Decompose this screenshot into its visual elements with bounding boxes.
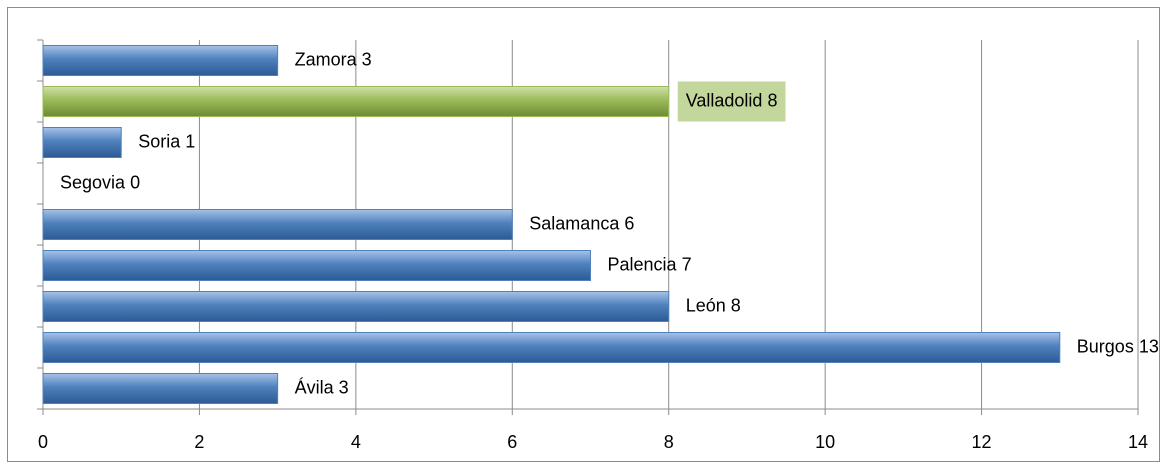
data-label-value: 13 [1139, 336, 1159, 356]
data-label-category: Valladolid [686, 90, 763, 110]
data-label: Zamora 3 [295, 49, 372, 69]
data-label-value: 6 [624, 213, 634, 233]
data-label: Ávila 3 [295, 377, 349, 397]
chart-border [7, 7, 1160, 462]
bar [42, 373, 279, 404]
data-label: Valladolid 8 [686, 90, 778, 110]
data-label-value: 1 [185, 131, 195, 151]
bar [42, 332, 1061, 363]
data-label-category: León [686, 295, 726, 315]
data-label: Soria 1 [138, 131, 195, 151]
data-label: Burgos 13 [1077, 336, 1159, 356]
x-tick-label: 6 [507, 432, 517, 452]
data-label-value: 8 [767, 90, 777, 110]
x-tick-label: 2 [194, 432, 204, 452]
bar [42, 45, 279, 76]
x-tick-label: 8 [664, 432, 674, 452]
x-tick-label: 10 [815, 432, 835, 452]
x-tick-label: 14 [1128, 432, 1148, 452]
data-label-value: 7 [682, 254, 692, 274]
data-label: Salamanca 6 [529, 213, 634, 233]
data-label-category: Ávila [295, 377, 335, 397]
bar [42, 127, 122, 158]
x-tick-label: 0 [38, 432, 48, 452]
data-label-value: 3 [362, 49, 372, 69]
bar [42, 291, 670, 322]
data-label-background [677, 81, 786, 122]
data-label: Segovia 0 [60, 172, 140, 192]
data-label-value: 8 [731, 295, 741, 315]
bar [42, 86, 670, 117]
bar [42, 250, 591, 281]
data-label-category: Palencia [608, 254, 678, 274]
data-label-category: Burgos [1077, 336, 1134, 356]
bar [42, 209, 513, 240]
data-label-value: 3 [339, 377, 349, 397]
data-label-category: Zamora [295, 49, 358, 69]
data-label-category: Salamanca [529, 213, 620, 233]
x-tick-label: 12 [972, 432, 992, 452]
data-label-category: Segovia [60, 172, 126, 192]
data-label: León 8 [686, 295, 741, 315]
data-label-value: 0 [130, 172, 140, 192]
data-label-category: Soria [138, 131, 181, 151]
data-label: Palencia 7 [608, 254, 692, 274]
x-tick-label: 4 [351, 432, 361, 452]
